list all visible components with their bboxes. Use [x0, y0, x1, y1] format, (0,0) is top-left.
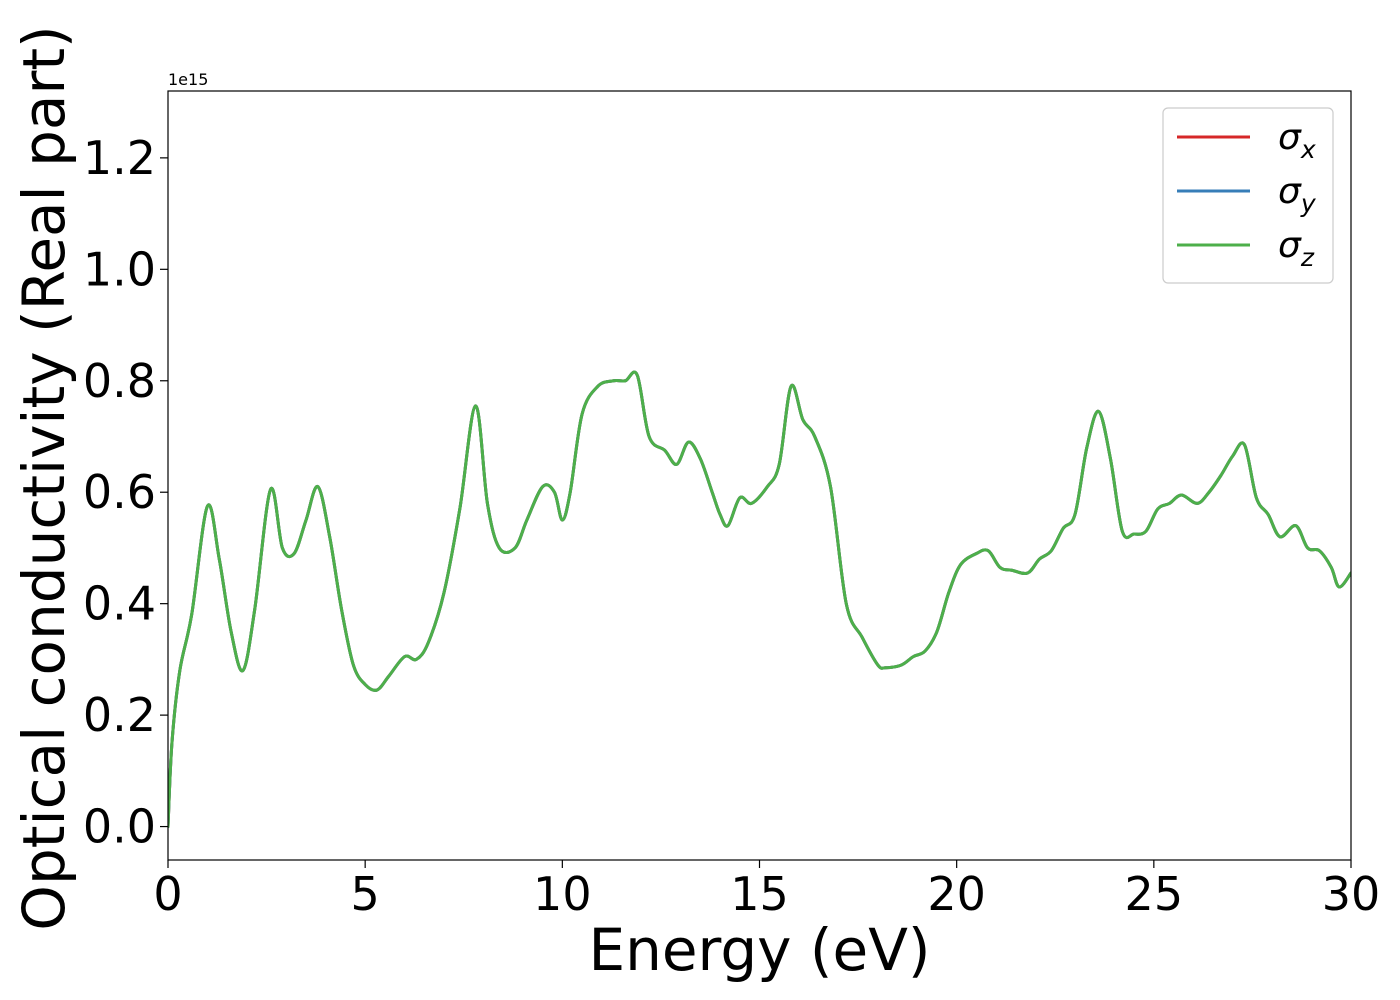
x-tick-label: 5	[351, 867, 380, 921]
legend-label-y: σy	[1278, 171, 1317, 218]
x-tick-label: 20	[927, 867, 986, 921]
legend-label-x: σx	[1278, 117, 1316, 164]
x-axis-ticks: 0 5 10 15 20 25 30	[153, 860, 1380, 921]
x-tick-label: 30	[1322, 867, 1381, 921]
y-tick-label: 0.2	[83, 688, 156, 742]
series-line-z	[168, 370, 1351, 829]
y-tick-label: 0.0	[83, 800, 156, 854]
y-tick-label: 0.4	[83, 577, 156, 631]
x-axis-label: Energy (eV)	[588, 916, 930, 984]
y-axis-ticks: 0.0 0.2 0.4 0.6 0.8 1.0 1.2	[83, 131, 168, 854]
y-offset-label: 1e15	[168, 70, 208, 89]
y-tick-label: 1.0	[83, 242, 156, 296]
legend-box	[1162, 107, 1334, 284]
x-tick-label: 0	[153, 867, 182, 921]
y-axis-label: Optical conductivity (Real part)	[10, 25, 78, 930]
x-tick-label: 25	[1125, 867, 1184, 921]
x-tick-label: 10	[533, 867, 592, 921]
legend-label-z: σz	[1278, 225, 1315, 272]
y-tick-label: 1.2	[83, 131, 156, 185]
x-tick-label: 15	[730, 867, 789, 921]
series-group	[168, 370, 1351, 829]
y-tick-label: 0.6	[83, 465, 156, 519]
y-tick-label: 0.8	[83, 354, 156, 408]
legend-items: σx σy σz	[1177, 117, 1317, 272]
legend: σx σy σz	[1162, 107, 1334, 284]
